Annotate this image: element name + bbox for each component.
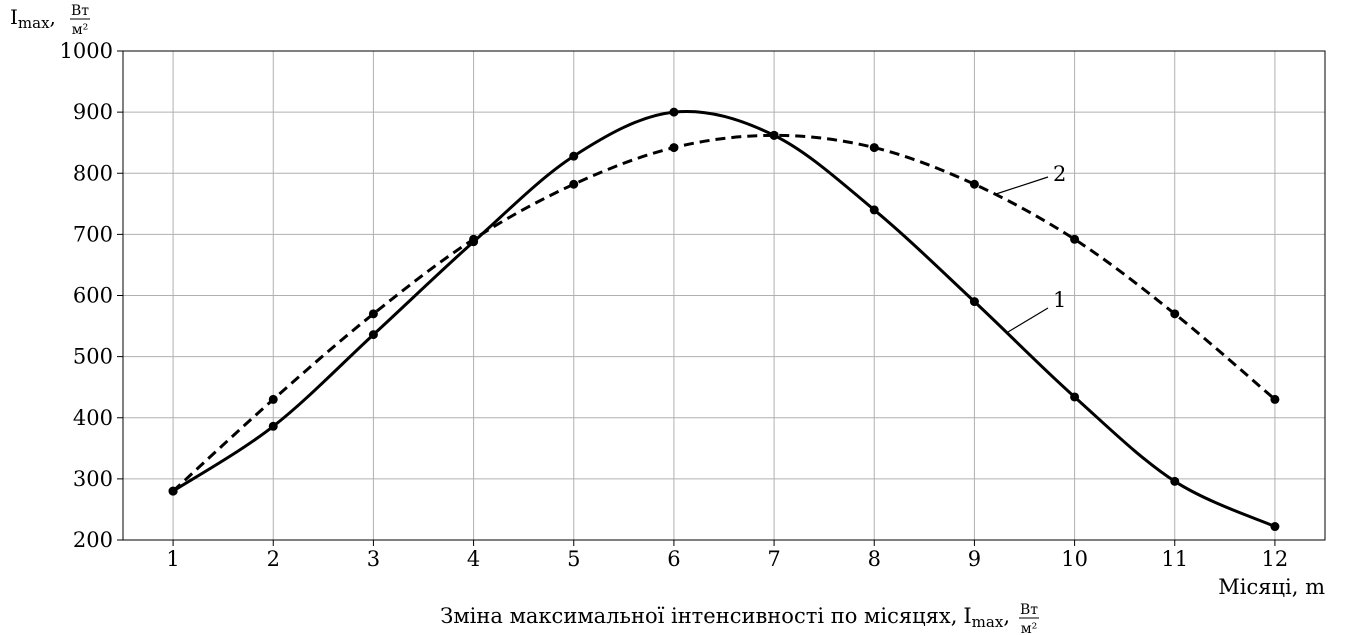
y-tick-label: 500	[73, 345, 113, 369]
series-2-point	[969, 179, 979, 189]
series-1-line	[172, 110, 1276, 528]
x-tick-labels: 1 2 3 4 5 6 7 8 9 10 11 12	[166, 547, 1288, 571]
caption-subscript: max	[972, 613, 1004, 631]
x-tick-label: 8	[868, 547, 881, 571]
x-tick-label: 10	[1061, 547, 1088, 571]
series-2-point	[268, 394, 278, 404]
series-2-point	[1270, 394, 1280, 404]
series-2-point	[869, 143, 879, 153]
grid	[123, 50, 1325, 541]
series-callout-label: 2	[1053, 162, 1066, 186]
y-axis-unit-denominator: м²	[72, 22, 89, 38]
x-tick-label: 4	[467, 547, 480, 571]
caption-text: Зміна максимальної інтенсивності по міся…	[440, 604, 957, 628]
svg-text:Зміна максимальної інтенсивнос: Зміна максимальної інтенсивності по міся…	[440, 604, 1010, 631]
axes	[117, 50, 1326, 546]
y-axis-symbol: I	[10, 5, 18, 29]
x-tick-label: 11	[1161, 547, 1188, 571]
x-tick-label: 6	[667, 547, 680, 571]
series-lines	[168, 107, 1280, 532]
y-tick-label: 200	[73, 528, 113, 552]
series-2-point	[469, 234, 479, 244]
series-2-point	[368, 309, 378, 319]
series-callout-label: 1	[1053, 288, 1066, 312]
series-callouts: 12	[995, 162, 1066, 333]
series-1-point	[268, 421, 278, 431]
caption-unit-denominator: м²	[1021, 621, 1038, 635]
y-tick-labels: 200 300 400 500 600 700 800 900 1000	[60, 39, 113, 552]
svg-text:Imax,: Imax,	[10, 5, 56, 32]
x-tick-label: 5	[567, 547, 580, 571]
series-2-point	[769, 130, 779, 140]
y-tick-label: 300	[73, 467, 113, 491]
series-1-point	[1070, 392, 1080, 402]
x-tick-label: 12	[1262, 547, 1289, 571]
series-1-point	[1170, 476, 1180, 486]
series-1-point	[869, 205, 879, 215]
y-tick-label: 600	[73, 284, 113, 308]
series-1-point	[569, 151, 579, 161]
y-tick-label: 400	[73, 406, 113, 430]
series-1-point	[969, 297, 979, 307]
x-tick-label: 2	[267, 547, 280, 571]
x-tick-label: 9	[968, 547, 981, 571]
series-1-point	[1270, 522, 1280, 532]
x-axis-title: Місяці, m	[1218, 575, 1325, 599]
x-tick-label: 1	[166, 547, 179, 571]
y-axis-title: Imax, Вт м²	[10, 3, 90, 38]
series-2-line	[172, 133, 1276, 493]
series-2-point	[1170, 309, 1180, 319]
x-tick-label: 3	[367, 547, 380, 571]
series-2-point	[168, 486, 178, 496]
y-tick-label: 1000	[60, 39, 113, 63]
y-axis-unit-numerator: Вт	[71, 3, 89, 19]
caption-symbol: I	[963, 604, 971, 628]
series-1-point	[368, 330, 378, 340]
series-callout-leader	[995, 176, 1049, 195]
caption-unit-numerator: Вт	[1020, 602, 1038, 618]
series-2-point	[1070, 234, 1080, 244]
x-tick-label: 7	[767, 547, 780, 571]
y-tick-label: 800	[73, 161, 113, 185]
series-1-point	[669, 107, 679, 117]
series-2-point	[669, 143, 679, 153]
y-axis-subscript: max	[18, 14, 50, 32]
y-tick-label: 700	[73, 222, 113, 246]
series-2-point	[569, 179, 579, 189]
chart-caption: Зміна максимальної інтенсивності по міся…	[440, 602, 1039, 635]
series-callout-leader	[1007, 307, 1049, 333]
y-tick-label: 900	[73, 100, 113, 124]
